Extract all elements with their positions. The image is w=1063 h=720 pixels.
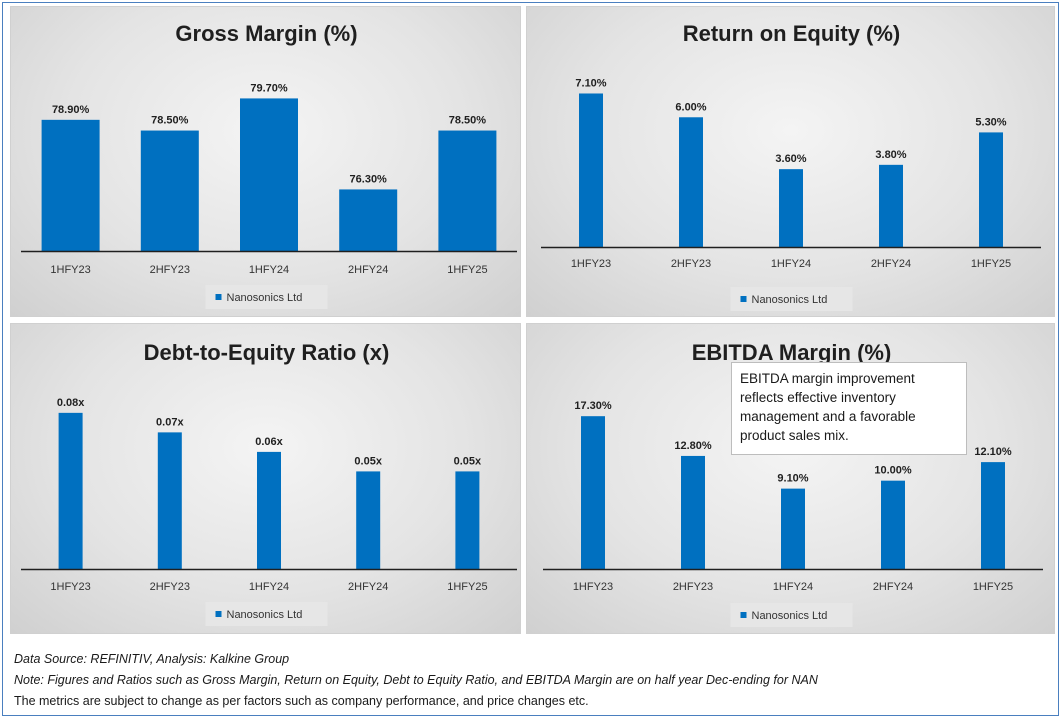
bar <box>41 119 100 251</box>
legend-swatch <box>215 611 222 617</box>
legend-label: Nanosonics Ltd <box>752 294 828 306</box>
x-tick-label: 2HFY23 <box>673 581 713 593</box>
data-label: 78.50% <box>449 115 487 127</box>
legend-box <box>205 602 328 626</box>
bar <box>681 455 705 569</box>
roe-chart: Return on Equity (%) 7.10% 1HFY23 6.00% 2HFY… <box>541 21 1041 311</box>
x-tick-label: 1HFY25 <box>447 581 487 593</box>
x-tick-label: 2HFY24 <box>871 258 911 270</box>
x-tick-label: 2HFY23 <box>150 264 190 276</box>
data-label: 0.06x <box>255 436 283 448</box>
bar <box>240 98 298 252</box>
disclaimer-text: The metrics are subject to change as per… <box>14 694 589 708</box>
data-label: 7.10% <box>575 77 606 89</box>
ebitda-chart: EBITDA Margin (%) 17.30% 1HFY23 12.80% 2HFY2… <box>543 340 1043 627</box>
x-tick-label: 1HFY24 <box>771 258 811 270</box>
x-tick-label: 1HFY24 <box>249 581 289 593</box>
legend-label: Nanosonics Ltd <box>752 610 828 622</box>
bar <box>779 169 803 247</box>
legend-box <box>730 287 853 311</box>
x-tick-label: 1HFY23 <box>573 581 613 593</box>
x-tick-label: 2HFY24 <box>348 581 388 593</box>
x-tick-label: 1HFY23 <box>571 258 611 270</box>
data-label: 12.80% <box>674 440 712 452</box>
roe-chart-panel: Return on Equity (%) 7.10% 1HFY23 6.00% 2HFY… <box>526 6 1055 317</box>
legend-label: Nanosonics Ltd <box>227 609 303 621</box>
data-label: 79.70% <box>250 82 288 94</box>
note-text: Note: Figures and Ratios such as Gross M… <box>14 673 818 687</box>
data-label: 0.08x <box>57 397 85 409</box>
data-label: 0.07x <box>156 416 184 428</box>
data-label: 3.80% <box>875 149 906 161</box>
x-tick-label: 2HFY24 <box>873 581 913 593</box>
bar <box>140 130 199 251</box>
de-ratio-chart-panel: Debt-to-Equity Ratio (x) 0.08x 1HFY23 0.07x… <box>10 323 521 634</box>
annotation-line: reflects effective inventory <box>740 390 896 405</box>
legend-swatch <box>215 294 222 300</box>
data-label: 0.05x <box>354 455 382 467</box>
bar <box>58 412 83 569</box>
de-ratio-chart: Debt-to-Equity Ratio (x) 0.08x 1HFY23 0.07x… <box>21 340 517 626</box>
legend-swatch <box>740 296 747 302</box>
bar <box>579 93 603 248</box>
data-label: 3.60% <box>775 153 806 165</box>
bar <box>438 130 497 251</box>
x-tick-label: 1HFY24 <box>249 264 289 276</box>
ebitda-annotation-box: EBITDA margin improvement reflects effec… <box>731 362 967 455</box>
bar <box>879 164 903 247</box>
x-tick-label: 1HFY25 <box>973 581 1013 593</box>
data-label: 9.10% <box>777 473 808 485</box>
legend-box <box>730 603 853 627</box>
data-label: 76.30% <box>350 173 388 185</box>
x-tick-label: 1HFY23 <box>50 581 90 593</box>
legend-swatch <box>740 612 747 618</box>
annotation-line: EBITDA margin improvement <box>740 371 915 386</box>
bar <box>981 462 1005 569</box>
chart-title: EBITDA Margin (%) <box>692 340 892 365</box>
x-tick-label: 2HFY23 <box>671 258 711 270</box>
bar <box>581 416 605 569</box>
annotation-line: management and a favorable <box>740 409 916 424</box>
x-tick-label: 1HFY24 <box>773 581 813 593</box>
gross-margin-chart-panel: Gross Margin (%) 78.90% 1HFY23 78.50% 2HFY23… <box>10 6 521 317</box>
chart-title: Return on Equity (%) <box>683 21 901 46</box>
gross-margin-chart: Gross Margin (%) 78.90% 1HFY23 78.50% 2HFY23… <box>21 21 517 309</box>
x-tick-label: 2HFY23 <box>150 581 190 593</box>
bar <box>781 488 805 569</box>
data-label: 12.10% <box>974 446 1012 458</box>
annotation-line: product sales mix. <box>740 428 849 443</box>
bar <box>157 432 182 569</box>
x-tick-label: 2HFY24 <box>348 264 388 276</box>
bar <box>257 451 281 569</box>
data-label: 10.00% <box>874 465 912 477</box>
data-label: 0.05x <box>454 455 482 467</box>
bar <box>979 132 1003 247</box>
data-label: 78.90% <box>52 104 90 116</box>
x-tick-label: 1HFY23 <box>50 264 90 276</box>
x-tick-label: 1HFY25 <box>447 264 487 276</box>
chart-title: Gross Margin (%) <box>175 21 357 46</box>
data-source-text: Data Source: REFINITIV, Analysis: Kalkin… <box>14 652 290 666</box>
x-tick-label: 1HFY25 <box>971 258 1011 270</box>
bar <box>339 189 398 251</box>
bar <box>356 471 381 569</box>
legend-label: Nanosonics Ltd <box>227 292 303 304</box>
data-label: 6.00% <box>675 101 706 113</box>
data-label: 78.50% <box>151 115 189 127</box>
chart-title: Debt-to-Equity Ratio (x) <box>144 340 390 365</box>
bar <box>679 117 703 248</box>
bar <box>455 471 480 569</box>
legend-box <box>205 285 328 309</box>
data-label: 5.30% <box>975 116 1006 128</box>
data-label: 17.30% <box>574 400 612 412</box>
bar <box>881 480 905 569</box>
